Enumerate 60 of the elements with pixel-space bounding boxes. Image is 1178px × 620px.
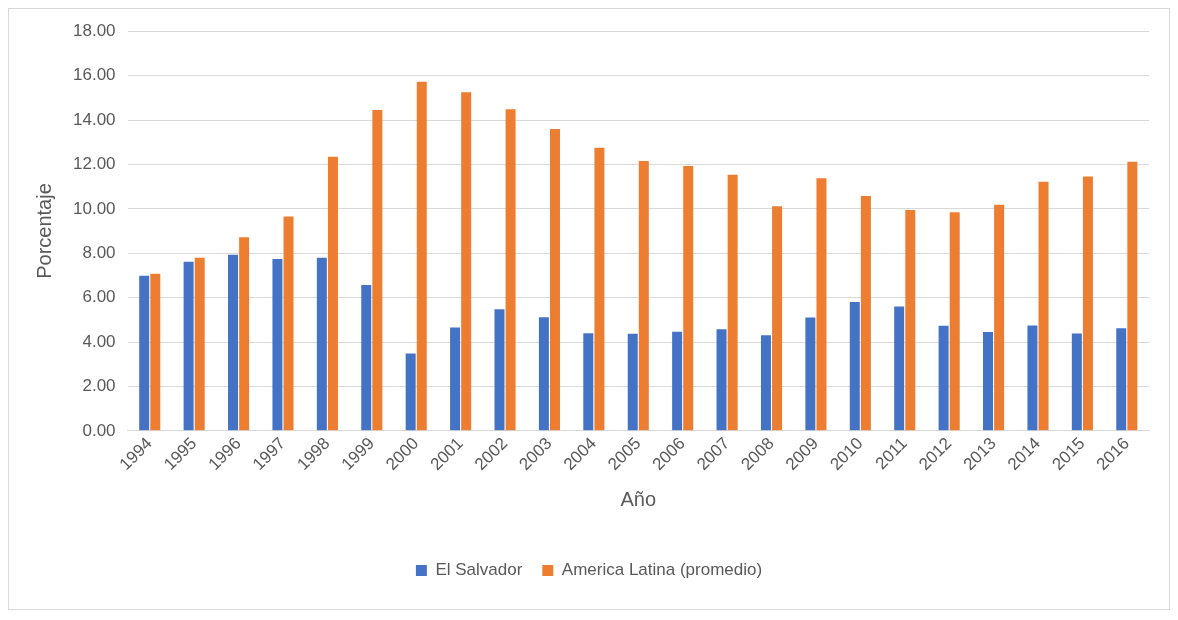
- bar: [550, 128, 560, 431]
- y-tick-label: 12.00: [72, 154, 116, 174]
- bar: [638, 161, 649, 431]
- bar: [194, 257, 205, 431]
- bar: [1071, 333, 1082, 431]
- y-tick-label: 0.00: [82, 420, 116, 440]
- bar: [772, 206, 783, 431]
- bar: [150, 273, 161, 431]
- y-tick-label: 2.00: [82, 376, 116, 396]
- bar: [905, 209, 916, 431]
- legend-label: El Salvador: [435, 560, 523, 580]
- bar: [938, 325, 949, 431]
- x-axis-title: Año: [620, 487, 657, 510]
- bar: [416, 81, 427, 431]
- bar: [405, 353, 416, 431]
- bar: [1116, 328, 1127, 431]
- bar: [139, 275, 150, 431]
- bar: [894, 306, 905, 431]
- y-tick-label: 10.00: [72, 198, 116, 218]
- bar: [805, 317, 816, 431]
- bar: [272, 258, 283, 431]
- y-axis-title: Porcentaje: [32, 183, 55, 279]
- legend-label: America Latina (promedio): [561, 560, 763, 580]
- bar: [505, 109, 516, 431]
- y-tick-label: 18.00: [72, 20, 116, 40]
- bar: [627, 333, 638, 431]
- y-tick-label: 14.00: [72, 109, 116, 129]
- bar: [583, 333, 594, 431]
- bar: [538, 317, 549, 431]
- bar: [1038, 181, 1049, 431]
- bar: [727, 174, 738, 431]
- bar: [860, 195, 871, 431]
- bar: [849, 302, 860, 431]
- bar: [716, 329, 727, 431]
- bar: [461, 92, 472, 431]
- bar: [1082, 176, 1093, 431]
- bar: [760, 335, 771, 431]
- bar: [239, 237, 250, 431]
- bar: [683, 165, 694, 431]
- y-tick-label: 16.00: [72, 65, 116, 85]
- bar: [327, 156, 338, 431]
- bar: [494, 309, 505, 431]
- bar: [450, 327, 461, 431]
- bar: [594, 147, 605, 431]
- y-tick-label: 6.00: [82, 287, 116, 307]
- y-tick-label: 4.00: [82, 331, 116, 351]
- bar: [816, 178, 827, 431]
- bar: [994, 204, 1005, 431]
- bar: [949, 212, 960, 431]
- bar: [372, 110, 383, 431]
- bar: [283, 216, 294, 431]
- bar: [228, 254, 239, 431]
- bar: [983, 332, 994, 431]
- bar: [316, 257, 327, 431]
- bar: [361, 284, 372, 431]
- bar: [183, 261, 194, 431]
- bar: [1027, 325, 1038, 431]
- y-tick-label: 8.00: [82, 242, 116, 262]
- bar: [1127, 161, 1138, 431]
- bar: [672, 331, 683, 431]
